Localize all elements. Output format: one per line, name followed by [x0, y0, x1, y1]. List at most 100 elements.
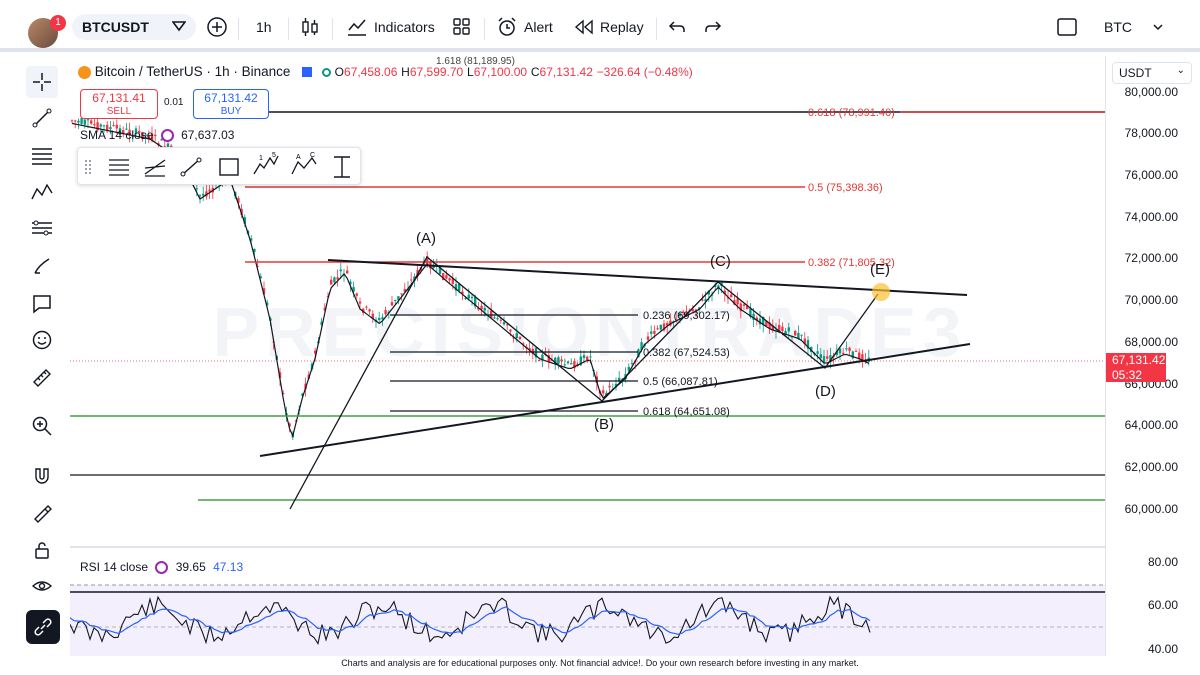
candle-body: [262, 288, 266, 295]
symbol-search[interactable]: BTCUSDT: [72, 14, 196, 40]
sell-button[interactable]: 67,131.41 SELL: [80, 89, 158, 119]
chevron-down-icon[interactable]: [1152, 14, 1164, 40]
fullscreen-icon[interactable]: [1056, 14, 1078, 40]
replay-button[interactable]: Replay: [574, 14, 644, 40]
currency-select[interactable]: USDT ⌄: [1112, 62, 1192, 84]
wave-e-target-marker[interactable]: [872, 283, 890, 301]
price-label: 68,000.00: [1124, 335, 1178, 349]
fib-upper-label-2: 0.382 (71,805.32): [808, 257, 895, 269]
candle-body: [512, 337, 515, 339]
line-tool-icon[interactable]: [178, 156, 204, 178]
candle-body: [102, 125, 106, 127]
symbol-label: BTCUSDT: [82, 19, 149, 35]
candle-body: [618, 377, 621, 382]
candle-body: [602, 390, 605, 394]
candle-body: [739, 303, 742, 312]
replay-label: Replay: [600, 19, 644, 35]
text-note-icon[interactable]: [26, 288, 58, 320]
sma-legend[interactable]: SMA 14 close 67,637.03: [80, 128, 234, 143]
candle-body: [118, 128, 122, 135]
fib-channel-icon[interactable]: [142, 156, 168, 178]
pattern-icon[interactable]: [26, 176, 58, 208]
candle-body: [803, 338, 806, 344]
chart-legend[interactable]: Bitcoin / TetherUS · 1h · Binance O67,45…: [78, 64, 693, 79]
right-symbol-label[interactable]: BTC: [1104, 19, 1132, 35]
candle-type-icon[interactable]: [300, 14, 320, 40]
eye-icon[interactable]: [26, 570, 58, 602]
fib-retracement-icon[interactable]: [26, 140, 58, 172]
buy-button[interactable]: 67,131.42 BUY: [193, 89, 269, 119]
candle-body: [397, 296, 400, 301]
zoom-in-icon[interactable]: [26, 410, 58, 442]
drawing-toolbar: [0, 56, 70, 675]
wave-path[interactable]: [289, 255, 879, 510]
candle-body: [758, 318, 762, 325]
candle-body: [819, 354, 822, 359]
lock-drawing-icon[interactable]: [26, 496, 58, 528]
candle-body: [432, 265, 435, 269]
candle-body: [154, 134, 157, 137]
candle-body: [605, 392, 608, 396]
interval-button[interactable]: 1h: [256, 19, 272, 35]
drag-handle-icon[interactable]: [84, 159, 92, 175]
candle-body: [477, 307, 480, 310]
candle-body: [848, 347, 851, 351]
candle-body: [733, 299, 736, 305]
emoji-icon[interactable]: [26, 324, 58, 356]
candle-body: [787, 327, 790, 332]
candle-body: [390, 302, 394, 306]
open-value: 67,458.06: [344, 65, 398, 79]
candle-body: [333, 277, 336, 283]
notification-badge: 1: [50, 15, 66, 31]
undo-icon[interactable]: [668, 14, 686, 40]
candle-body: [547, 355, 550, 363]
trend-line-icon[interactable]: [26, 102, 58, 134]
triangle-upper-trendline[interactable]: [327, 259, 968, 296]
magnet-icon[interactable]: [26, 460, 58, 492]
add-symbol-icon[interactable]: [206, 14, 228, 40]
symbol-dropdown-icon[interactable]: [171, 19, 187, 35]
link-icon[interactable]: [26, 610, 60, 644]
rsi-settings-icon[interactable]: [155, 561, 169, 575]
price-chart[interactable]: PRECISIONTRADE3 0.618 (78,991.40) 0.5 (7…: [69, 56, 1105, 656]
redo-icon[interactable]: [704, 14, 722, 40]
rectangle-tool-icon[interactable]: [216, 156, 242, 178]
layouts-icon[interactable]: [452, 14, 472, 40]
candle-body: [93, 124, 96, 126]
triangle-lower-trendline[interactable]: [259, 343, 971, 457]
sma-settings-icon[interactable]: [160, 129, 174, 143]
fib-upper-label-0: 0.618 (78,991.40): [808, 107, 895, 119]
candle-body: [771, 325, 774, 331]
prediction-icon[interactable]: [26, 212, 58, 244]
lock-icon[interactable]: [26, 534, 58, 566]
high-label: H: [401, 65, 410, 79]
candle-body: [426, 256, 429, 266]
sma-label: SMA 14 close: [80, 128, 154, 142]
candle-body: [678, 313, 682, 317]
candle-body: [77, 120, 80, 123]
chart-pane[interactable]: PRECISIONTRADE3 0.618 (78,991.40) 0.5 (7…: [69, 56, 1105, 656]
price-range-icon[interactable]: [330, 154, 354, 180]
candle-body: [659, 324, 662, 330]
candle-body: [202, 193, 205, 196]
price-label: 76,000.00: [1124, 168, 1178, 182]
rsi-axis-label: 60.00: [1147, 598, 1178, 612]
candle-body: [253, 248, 256, 252]
candle-body: [330, 279, 333, 285]
indicators-button[interactable]: Indicators: [346, 14, 435, 40]
ruler-icon[interactable]: [26, 362, 58, 394]
alert-button[interactable]: Alert: [496, 14, 553, 40]
crosshair-icon[interactable]: [26, 66, 58, 98]
rsi-legend[interactable]: RSI 14 close 39.65 47.13: [80, 560, 243, 575]
candle-body: [448, 278, 451, 281]
close-value: 67,131.42: [539, 65, 593, 79]
wave-label-e: (E): [870, 261, 890, 278]
symbol-icon: [78, 65, 91, 79]
brush-icon[interactable]: [26, 250, 58, 282]
price-axis[interactable]: USDT ⌄ 80,000.00 78,000.00 76,000.00 74,…: [1105, 56, 1200, 656]
fib-tool-icon[interactable]: [106, 156, 132, 178]
price-label: 70,000.00: [1124, 293, 1178, 307]
wave-label-a: (A): [416, 230, 436, 247]
